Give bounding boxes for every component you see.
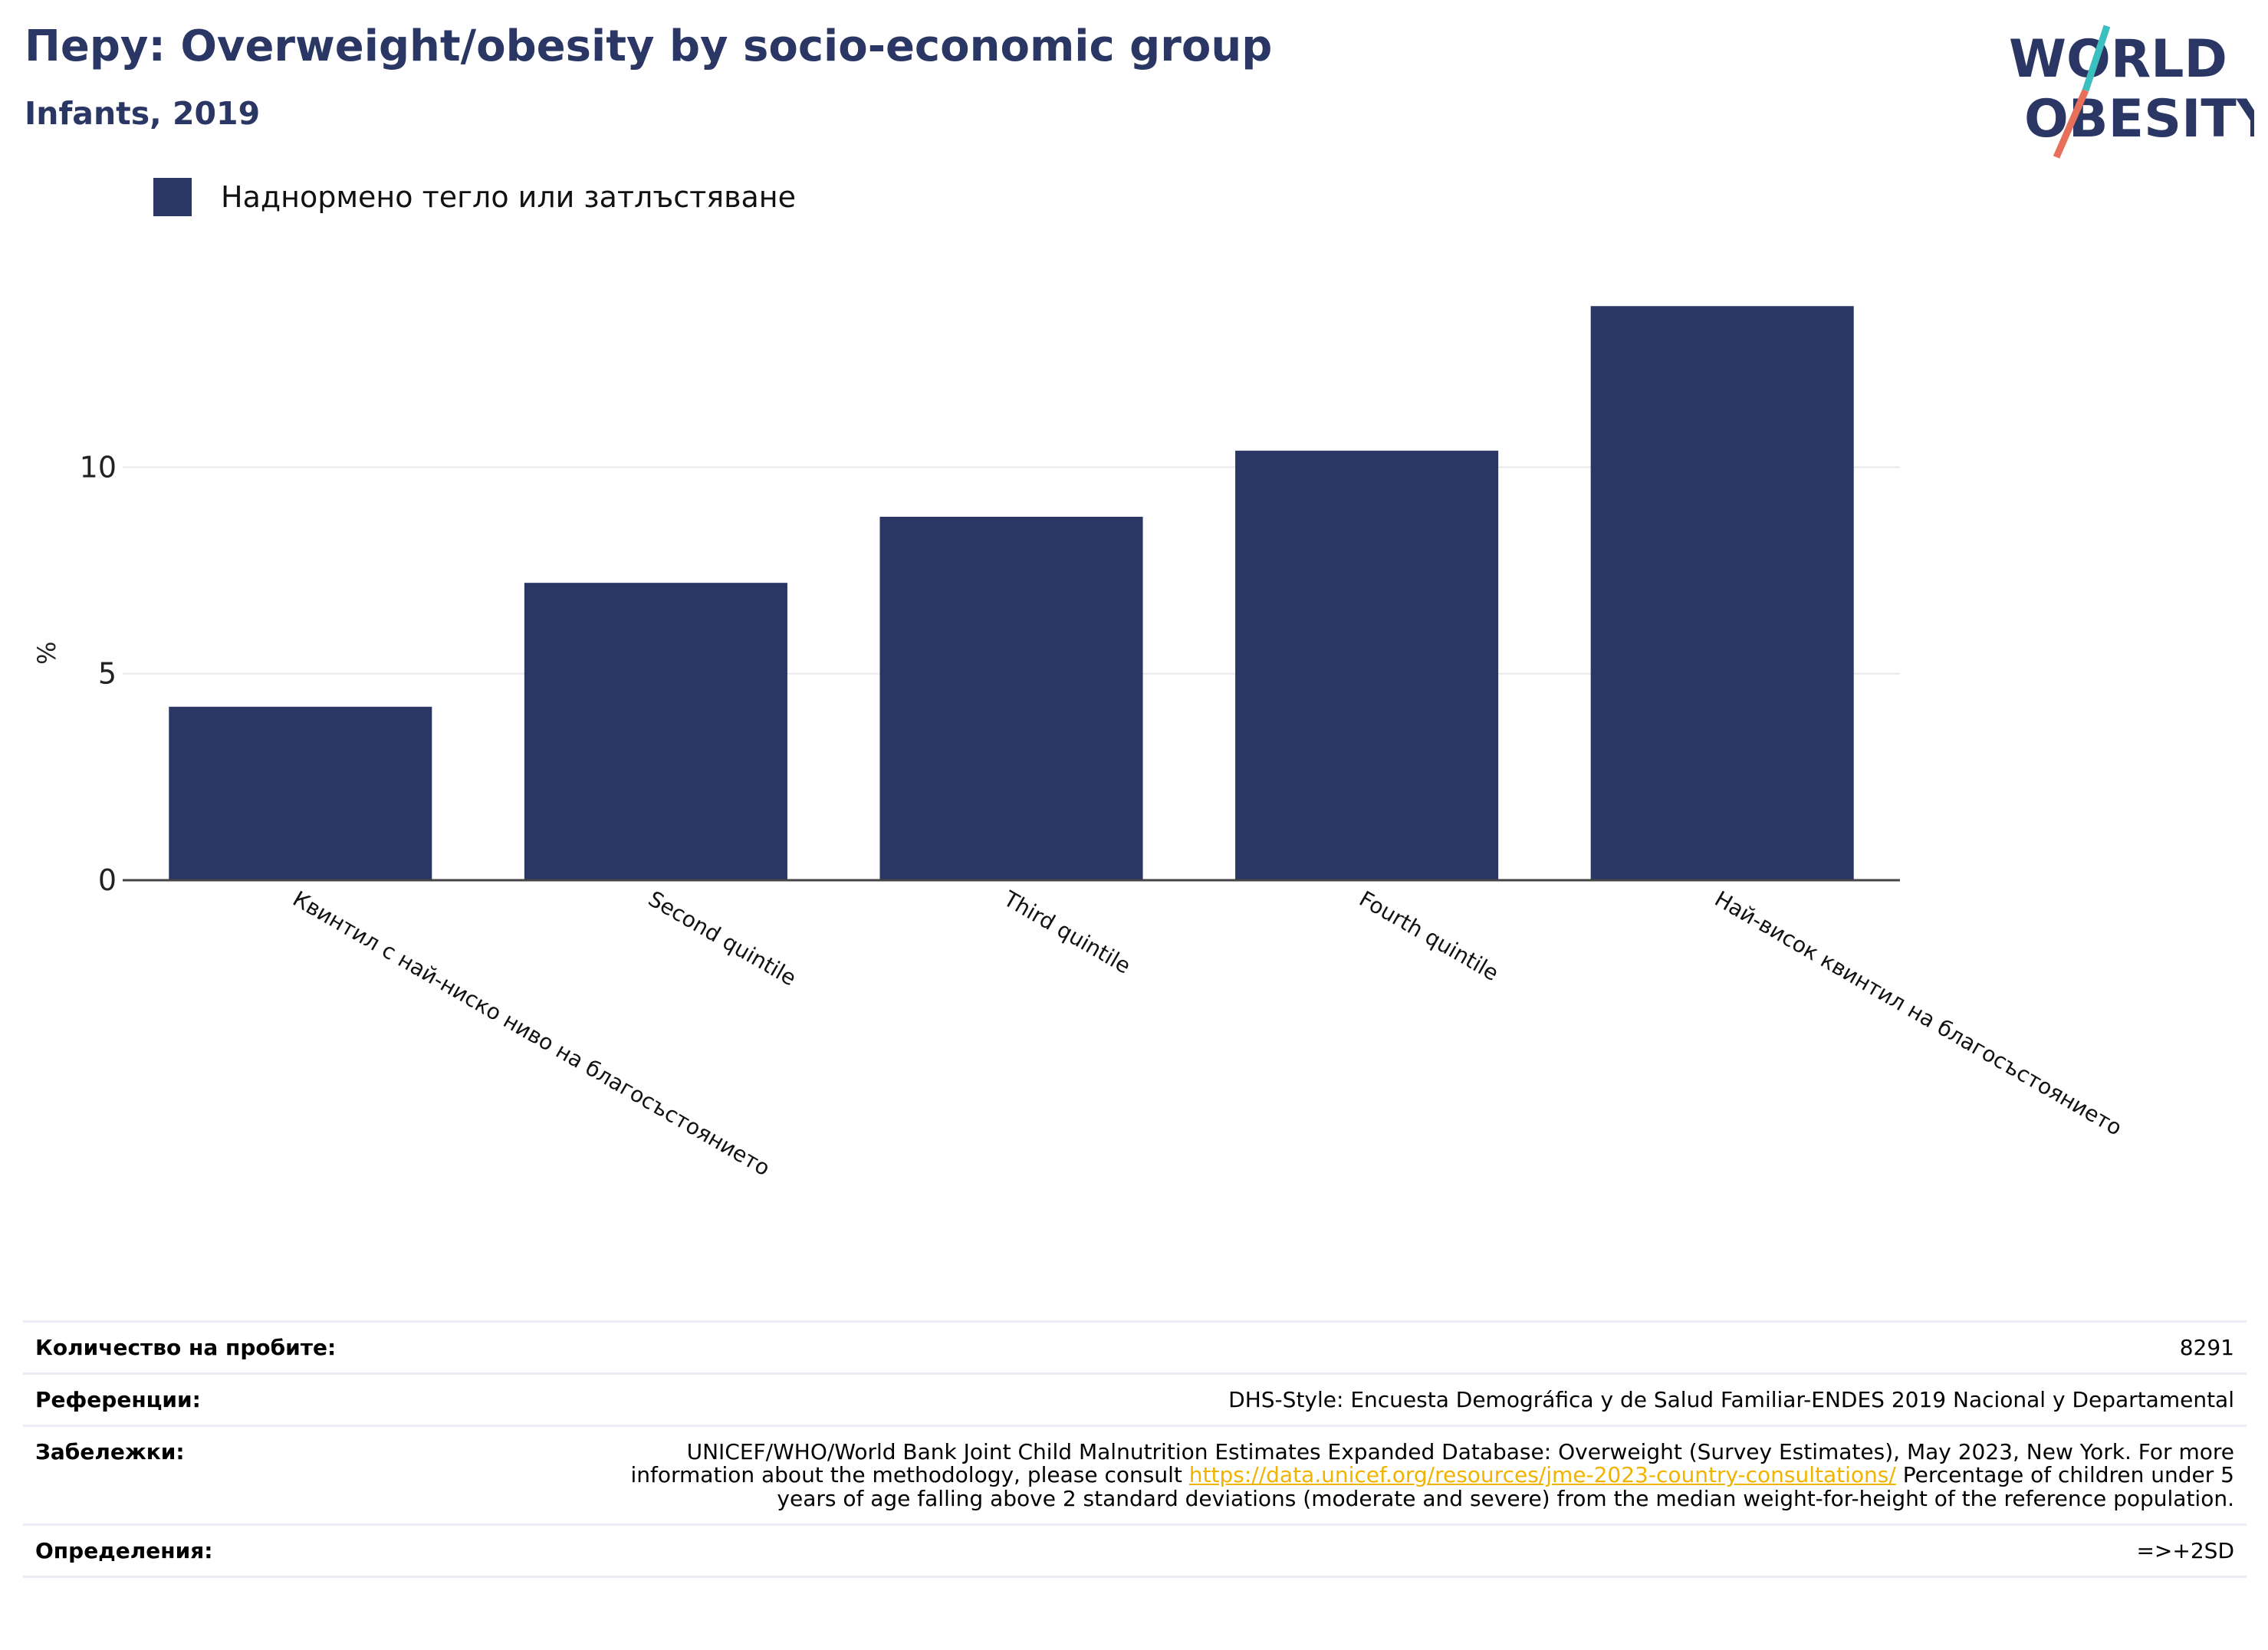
bar bbox=[1590, 306, 1854, 881]
logo-slash-teal bbox=[2082, 25, 2111, 92]
info-table: Количество на пробите: 8291 Референции: … bbox=[23, 1320, 2247, 1578]
info-label: Количество на пробите: bbox=[35, 1335, 337, 1360]
bar bbox=[524, 583, 787, 880]
bar bbox=[879, 516, 1143, 880]
world-obesity-logo[interactable]: WORLD OBESITY bbox=[2001, 23, 2254, 161]
notes-text-after: Percentage of children under 5 years of … bbox=[777, 1462, 2234, 1512]
legend: Наднормено тегло или затлъстяване bbox=[153, 178, 796, 216]
bar bbox=[169, 706, 432, 880]
info-value: =>+2SD bbox=[2136, 1537, 2234, 1563]
logo-slash-coral bbox=[2053, 89, 2089, 159]
methodology-link[interactable]: https://data.unicef.org/resources/jme-20… bbox=[1188, 1462, 1896, 1488]
chart-title: Перу: Overweight/obesity by socio-econom… bbox=[25, 21, 1273, 71]
y-tick-label: 0 bbox=[98, 863, 117, 897]
legend-swatch bbox=[153, 178, 192, 216]
y-axis-label: % bbox=[32, 642, 61, 665]
info-label: Референции: bbox=[35, 1386, 201, 1412]
x-tick-label: Second quintile bbox=[644, 886, 800, 991]
x-tick-label: Най-висок квинтил на благосъстоянието bbox=[1711, 886, 2126, 1140]
info-label: Забележки: bbox=[35, 1438, 185, 1464]
bar bbox=[1235, 450, 1499, 880]
notes-text-before: UNICEF/WHO/World Bank Joint Child Malnut… bbox=[630, 1438, 2235, 1488]
x-tick-label: Third quintile bbox=[999, 886, 1136, 979]
logo-text-world: WORLD bbox=[2009, 29, 2227, 90]
y-tick-label: 5 bbox=[98, 657, 117, 691]
info-row-references: Референции: DHS-Style: Encuesta Demográf… bbox=[23, 1372, 2247, 1425]
info-value: 8291 bbox=[2179, 1335, 2234, 1360]
info-value: UNICEF/WHO/World Bank Joint Child Malnut… bbox=[624, 1438, 2235, 1512]
info-label: Определения: bbox=[35, 1537, 213, 1563]
y-tick-label: 10 bbox=[80, 450, 117, 484]
info-row-definitions: Определения: =>+2SD bbox=[23, 1523, 2247, 1578]
info-row-sample-size: Количество на пробите: 8291 bbox=[23, 1320, 2247, 1372]
info-row-notes: Забележки: UNICEF/WHO/World Bank Joint C… bbox=[23, 1424, 2247, 1523]
legend-label: Наднормено тегло или затлъстяване bbox=[221, 180, 796, 214]
info-value: DHS-Style: Encuesta Demográfica y de Sal… bbox=[1228, 1386, 2234, 1412]
x-tick-label: Fourth quintile bbox=[1355, 886, 1503, 986]
chart-subtitle: Infants, 2019 bbox=[25, 95, 261, 132]
